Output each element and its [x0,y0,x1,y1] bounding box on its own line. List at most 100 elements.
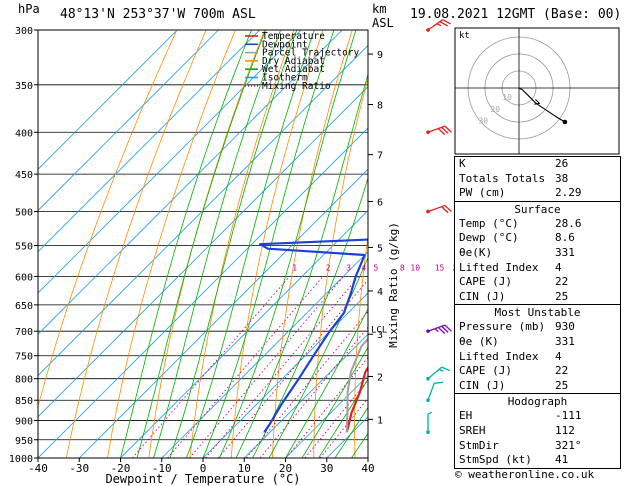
barb-staff [427,366,443,380]
km-tick-label: 1 [377,415,383,426]
isotherm-line [285,374,368,458]
x-tick-label: 20 [279,462,292,475]
table-row: CAPE (J) 22 [455,364,620,379]
row-value: 930 [555,320,575,334]
isotherm-line [38,44,368,377]
isotherm-line [161,251,368,458]
barb-dot [426,28,430,32]
isotherm-line [38,30,343,335]
mixing-ratio-label: 10 [410,263,420,272]
row-label: CIN (J) [459,378,506,392]
wind-barb [426,324,452,335]
mixing-ratio-label: 8 [400,263,405,272]
mixing-ratio-line [218,279,368,458]
row-value: 22 [555,275,569,289]
y-tick-label: 900 [15,417,33,428]
x-tick-label: 10 [238,462,251,475]
hodograph-title: kt [459,31,470,41]
barb-flag [439,21,449,27]
y-tick-label: 300 [15,26,33,37]
row-value: 25 [555,289,569,303]
km-tick-label: 7 [377,151,383,162]
row-value: 8.6 [555,231,575,245]
dry-adiabat-line [354,233,368,458]
barb-dot [426,430,430,435]
asl-unit-label: ASL [372,16,394,30]
wet-adiabat-line [202,30,335,458]
barb-flag [444,125,452,133]
barb-flag [441,206,449,214]
wet-adiabat-line [318,378,368,458]
x-tick-label: -40 [28,462,48,475]
hodograph-end-point [562,119,568,125]
mixing-ratio-line [131,276,290,458]
km-tick-label: 3 [377,330,383,341]
row-label: EH [459,409,473,423]
km-tick-label: 9 [377,50,383,61]
hodograph-ring-label: 20 [490,105,500,114]
isotherm-line [202,292,368,458]
row-label: PW (cm) [459,186,506,200]
surface-section: Surface Temp (°C) 28.6 Dewp (°C) 8.6 θe(K) 33… [455,200,620,305]
x-tick-label: 0 [200,462,207,475]
barb-flag [444,324,452,332]
wet-adiabat-line [153,30,281,458]
row-label: Pressure (mb) [459,320,546,334]
barb-staff [427,204,446,213]
row-label: θe(K) [459,245,493,259]
km-tick-label: 5 [377,243,383,254]
y-tick-label: 750 [15,352,33,363]
row-label: CAPE (J) [459,275,512,289]
dry-adiabat-line [38,30,178,409]
legend-label: Wet Adiabat [262,64,325,75]
x-axis-label: Dewpoint / Temperature (°C) [105,472,300,486]
barb-dot [426,130,430,135]
dry-adiabat-line [230,30,324,458]
series-line [345,337,368,433]
table-row: SREH 112 [455,424,620,439]
table-row: Dewp (°C) 8.6 [455,231,620,246]
isotherm-line [38,30,219,212]
barb-flag [442,19,451,25]
row-value: 4 [555,260,562,274]
dry-adiabat-line [148,30,265,458]
isotherm-line [78,168,368,458]
table-row: CAPE (J) 22 [455,275,620,290]
mixing-ratio-line [246,310,368,458]
isotherm-line [38,30,302,294]
table-row: Totals Totals 38 [455,172,620,187]
wet-adiabat-line [169,30,298,458]
row-value: 321° [555,438,582,452]
isotherm-line [38,86,368,418]
dry-adiabat-line [394,30,440,458]
isotherm-line [243,333,368,458]
wet-adiabat-line [301,346,368,458]
grid-lines [38,30,440,458]
y-tick-label: 400 [15,128,33,139]
mixing-ratio-line [189,276,344,458]
barb-half-flag [427,411,433,415]
y-axis-label: Mixing Ratio (g/kg) [387,222,400,348]
table-row: Lifted Index 4 [455,350,620,365]
row-label: K [459,157,466,170]
barb-staff [427,125,446,133]
y-tick-label: 800 [15,375,33,386]
table-row: Pressure (mb) 930 [455,320,620,335]
row-value: 28.6 [555,216,582,230]
wind-barb [426,204,452,214]
dry-adiabat-line [65,30,207,458]
row-label: SREH [459,423,486,437]
table-row: StmSpd (kt) 41 [455,453,620,468]
wet-adiabat-line [186,30,315,458]
hodograph-trace [518,87,566,123]
lcl-label: LCL [371,326,387,336]
mixing-ratio-label: 15 [435,263,445,272]
credit-text: © weatheronline.co.uk [455,468,595,481]
mixing-ratio-label: 3 [346,263,351,272]
row-value: 22 [555,364,569,378]
x-tick-label: 40 [361,462,374,475]
row-value: 41 [555,453,569,467]
row-value: 112 [555,423,575,437]
hodograph-frame [454,27,620,155]
